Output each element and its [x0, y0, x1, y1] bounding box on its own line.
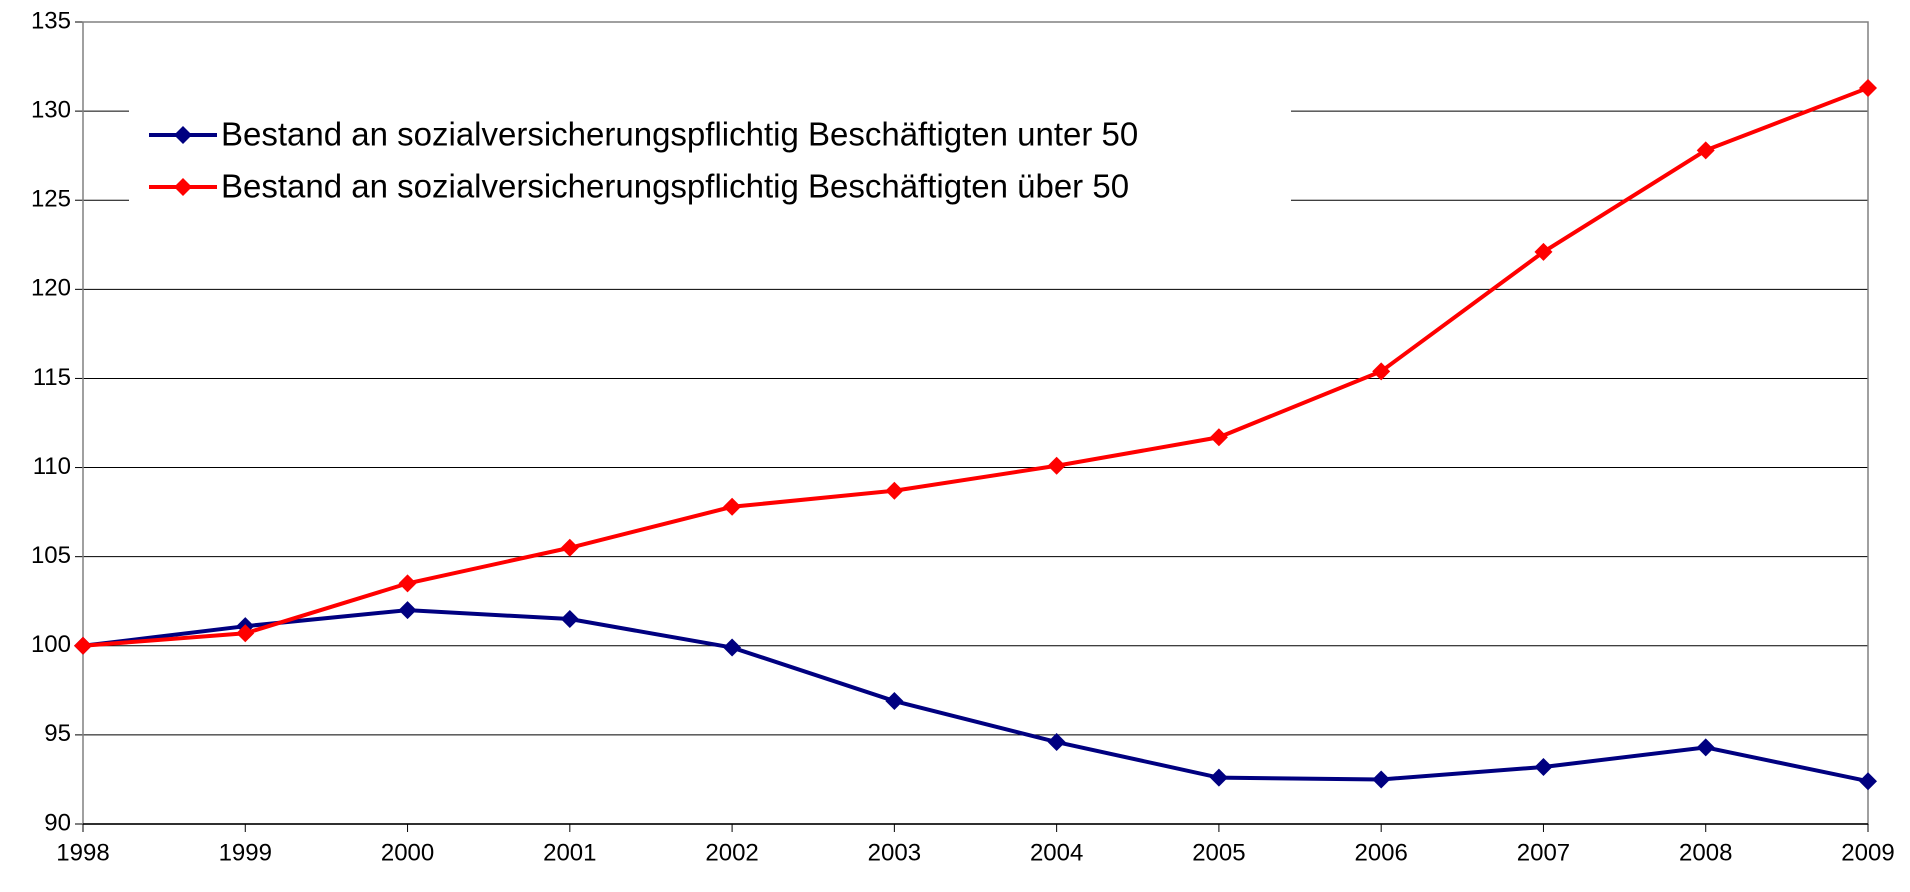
- marker: [1209, 768, 1228, 787]
- y-tick-label: 135: [31, 7, 71, 34]
- marker: [1696, 738, 1715, 757]
- legend-marker: [174, 178, 192, 196]
- y-tick-label: 130: [31, 96, 71, 123]
- marker: [560, 538, 579, 557]
- marker: [1047, 456, 1066, 475]
- marker: [1372, 770, 1391, 789]
- x-tick-label: 2003: [868, 839, 921, 866]
- x-tick-label: 2005: [1192, 839, 1245, 866]
- x-tick-label: 2006: [1354, 839, 1407, 866]
- y-tick-label: 120: [31, 275, 71, 302]
- marker: [560, 610, 579, 629]
- marker: [1859, 78, 1877, 97]
- marker: [1047, 733, 1066, 752]
- marker: [723, 638, 742, 657]
- marker: [1696, 141, 1715, 160]
- x-tick-label: 2008: [1679, 839, 1732, 866]
- y-tick-label: 125: [31, 186, 71, 213]
- marker: [885, 692, 904, 711]
- marker: [1372, 362, 1391, 381]
- marker: [398, 574, 417, 593]
- y-tick-label: 105: [31, 542, 71, 569]
- x-tick-label: 2000: [381, 839, 434, 866]
- legend-marker: [174, 126, 192, 144]
- x-tick-label: 2009: [1841, 839, 1894, 866]
- x-tick-label: 1998: [56, 839, 109, 866]
- marker: [1209, 428, 1228, 447]
- legend-label: Bestand an sozialversicherungspflichtig …: [221, 116, 1138, 153]
- y-tick-label: 90: [44, 809, 71, 836]
- series-line: [82, 608, 1869, 784]
- x-tick-label: 2004: [1030, 839, 1083, 866]
- marker: [1534, 242, 1553, 261]
- marker: [74, 636, 92, 655]
- x-tick-label: 2001: [543, 839, 596, 866]
- marker: [1859, 772, 1877, 791]
- series-line: [82, 86, 1869, 648]
- legend-label: Bestand an sozialversicherungspflichtig …: [221, 168, 1129, 205]
- marker: [398, 601, 417, 620]
- marker: [885, 481, 904, 500]
- y-tick-label: 100: [31, 631, 71, 658]
- marker: [1534, 757, 1553, 776]
- legend: Bestand an sozialversicherungspflichtig …: [129, 84, 1291, 224]
- y-tick-label: 95: [44, 720, 71, 747]
- marker: [723, 497, 742, 516]
- y-tick-label: 110: [33, 453, 71, 480]
- x-tick-label: 2007: [1517, 839, 1570, 866]
- x-tick-label: 1999: [219, 839, 272, 866]
- legend-box: [129, 84, 1291, 224]
- marker: [236, 624, 255, 643]
- y-tick-label: 115: [33, 364, 71, 391]
- x-tick-label: 2002: [705, 839, 758, 866]
